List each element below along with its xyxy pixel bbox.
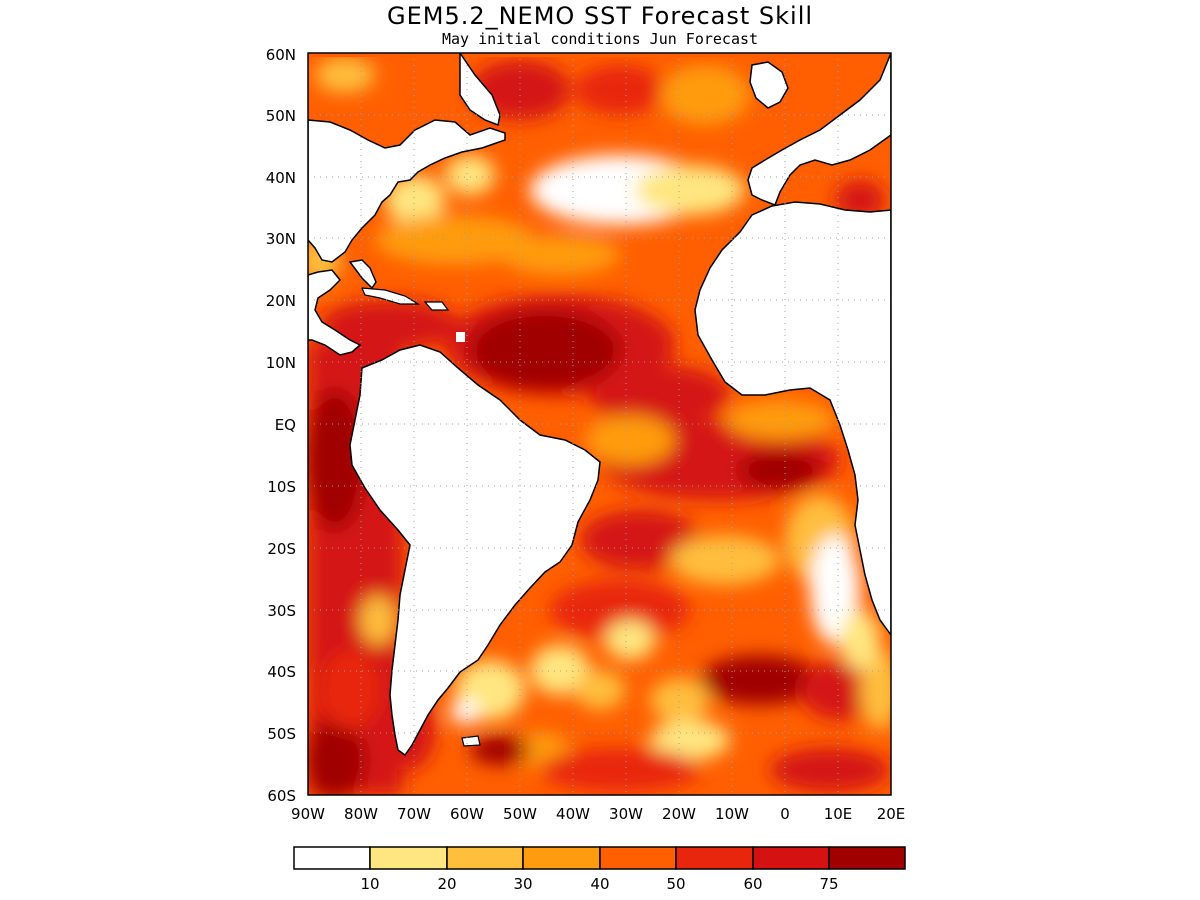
legend-label: 30 bbox=[513, 875, 532, 893]
africa bbox=[694, 201, 891, 637]
british-isles bbox=[749, 61, 789, 109]
lat-tick: 40N bbox=[266, 169, 296, 187]
lat-tick: 10S bbox=[267, 478, 296, 496]
chart-title: GEM5.2_NEMO SST Forecast Skill bbox=[386, 2, 814, 30]
florida bbox=[348, 259, 377, 290]
lat-axis: 60N 50N 40N 30N 20N 10N EQ 10S 20S 30S 4… bbox=[266, 46, 296, 805]
lat-tick: 60N bbox=[266, 46, 296, 64]
lon-axis: 90W 80W 70W 60W 50W 40W 30W 20W 10W 0 10… bbox=[291, 805, 905, 823]
lon-tick: 40W bbox=[556, 805, 590, 823]
color-legend: 10 20 30 40 50 60 75 bbox=[293, 846, 906, 893]
legend-swatch bbox=[446, 846, 524, 870]
lat-tick: 40S bbox=[267, 663, 296, 681]
lon-tick: 90W bbox=[291, 805, 325, 823]
lat-tick: 50S bbox=[267, 725, 296, 743]
hispaniola bbox=[423, 301, 450, 311]
skill-field bbox=[308, 53, 891, 795]
grid-lines bbox=[308, 53, 891, 795]
legend-label: 60 bbox=[743, 875, 762, 893]
legend-swatch bbox=[828, 846, 906, 870]
legend-swatch bbox=[369, 846, 448, 870]
greenland-labrador bbox=[459, 53, 501, 127]
lon-tick: 50W bbox=[503, 805, 537, 823]
lon-tick: 70W bbox=[397, 805, 431, 823]
legend-label: 10 bbox=[360, 875, 379, 893]
lon-tick: 20E bbox=[877, 805, 906, 823]
legend-swatch bbox=[752, 846, 830, 870]
lat-tick: 30N bbox=[266, 230, 296, 248]
yucatan-central-america bbox=[308, 269, 362, 356]
lat-tick: 50N bbox=[266, 107, 296, 125]
lat-tick: 20S bbox=[267, 540, 296, 558]
legend-swatch bbox=[599, 846, 677, 870]
europe-iberia bbox=[747, 53, 891, 206]
legend-label: 40 bbox=[590, 875, 609, 893]
lon-tick: 30W bbox=[609, 805, 643, 823]
falklands bbox=[461, 735, 481, 747]
land-masses bbox=[308, 53, 891, 757]
chart-subtitle: May initial conditions Jun Forecast bbox=[441, 30, 759, 48]
small-island bbox=[456, 332, 465, 342]
legend-label: 75 bbox=[819, 875, 838, 893]
legend-swatch bbox=[293, 846, 371, 870]
lon-tick: 0 bbox=[780, 805, 790, 823]
lon-tick: 10E bbox=[824, 805, 853, 823]
plot-frame bbox=[307, 52, 892, 796]
lat-tick: 10N bbox=[266, 354, 296, 372]
legend-label: 50 bbox=[666, 875, 685, 893]
lon-tick: 10W bbox=[715, 805, 749, 823]
lat-tick: 30S bbox=[267, 602, 296, 620]
lon-tick: 60W bbox=[450, 805, 484, 823]
legend-label: 20 bbox=[437, 875, 456, 893]
legend-swatch bbox=[675, 846, 754, 870]
lon-tick: 80W bbox=[344, 805, 378, 823]
lat-tick: 60S bbox=[267, 787, 296, 805]
north-america bbox=[308, 119, 506, 263]
lat-tick: 20N bbox=[266, 292, 296, 310]
lon-tick: 20W bbox=[662, 805, 696, 823]
lat-tick: EQ bbox=[275, 416, 296, 434]
legend-swatch bbox=[522, 846, 601, 870]
